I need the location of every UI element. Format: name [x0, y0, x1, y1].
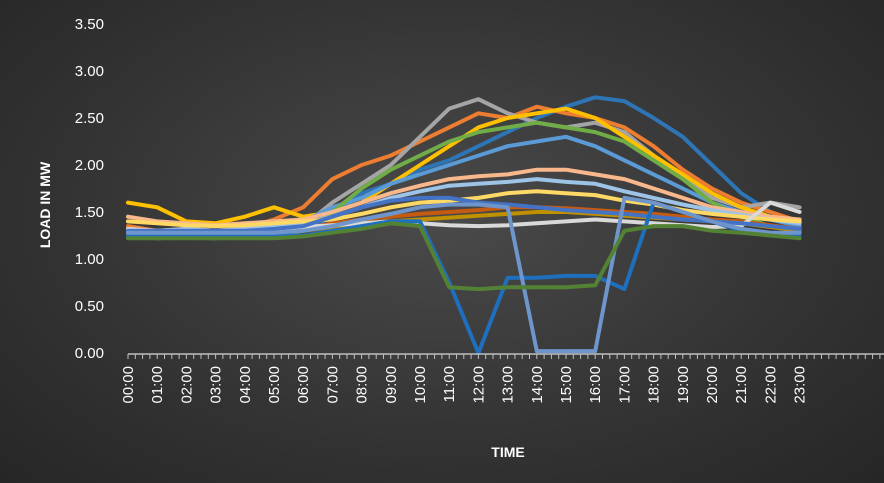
x-tick-label: 11:00 — [441, 366, 458, 402]
x-tick-label: 06:00 — [295, 366, 312, 404]
x-tick-label: 12:00 — [470, 366, 487, 404]
x-axis-tick-labels: 00:00 01:00 02:00 03:00 04:00 05:00 06:00 07:00… — [120, 366, 809, 404]
x-tick-label: 10:00 — [412, 366, 429, 404]
x-tick-label: 16:00 — [587, 366, 604, 404]
x-tick-label: 21:00 — [733, 366, 750, 404]
x-tick-label: 14:00 — [529, 366, 546, 404]
y-tick-label: 0.50 — [75, 298, 104, 315]
x-tick-label: 09:00 — [383, 366, 400, 404]
x-tick-label: 19:00 — [675, 366, 692, 404]
x-tick-label: 03:00 — [208, 366, 225, 404]
x-tick-label: 08:00 — [354, 366, 371, 404]
x-tick-label: 23:00 — [792, 366, 809, 404]
x-tick-label: 01:00 — [149, 366, 166, 404]
x-tick-label: 02:00 — [178, 366, 195, 404]
x-axis-title: TIME — [491, 444, 524, 460]
y-tick-label: 1.00 — [75, 251, 104, 268]
y-tick-label: 0.00 — [75, 345, 104, 362]
x-tick-label: 20:00 — [704, 366, 721, 404]
x-tick-label: 17:00 — [616, 366, 633, 404]
x-tick-label: 13:00 — [500, 366, 517, 404]
y-tick-label: 3.50 — [75, 16, 104, 33]
x-tick-label: 15:00 — [558, 366, 575, 404]
series-line-16 — [126, 221, 802, 292]
x-tick-label: 05:00 — [266, 366, 283, 404]
y-tick-label: 1.50 — [75, 204, 104, 221]
x-tick-label: 00:00 — [120, 366, 137, 404]
y-tick-label: 2.00 — [75, 157, 104, 174]
y-tick-label: 2.50 — [75, 110, 104, 127]
x-axis — [127, 353, 884, 359]
y-axis-title: LOAD IN MW — [37, 161, 53, 248]
series-layer — [126, 95, 802, 355]
y-axis-tick-labels: 0.00 0.50 1.00 1.50 2.00 2.50 3.00 3.50 — [75, 16, 104, 362]
series-line-15 — [126, 195, 802, 354]
x-tick-label: 07:00 — [324, 366, 341, 404]
x-tick-label: 18:00 — [646, 366, 663, 404]
x-tick-label: 04:00 — [237, 366, 254, 404]
x-tick-label: 22:00 — [762, 366, 779, 404]
y-tick-label: 3.00 — [75, 63, 104, 80]
